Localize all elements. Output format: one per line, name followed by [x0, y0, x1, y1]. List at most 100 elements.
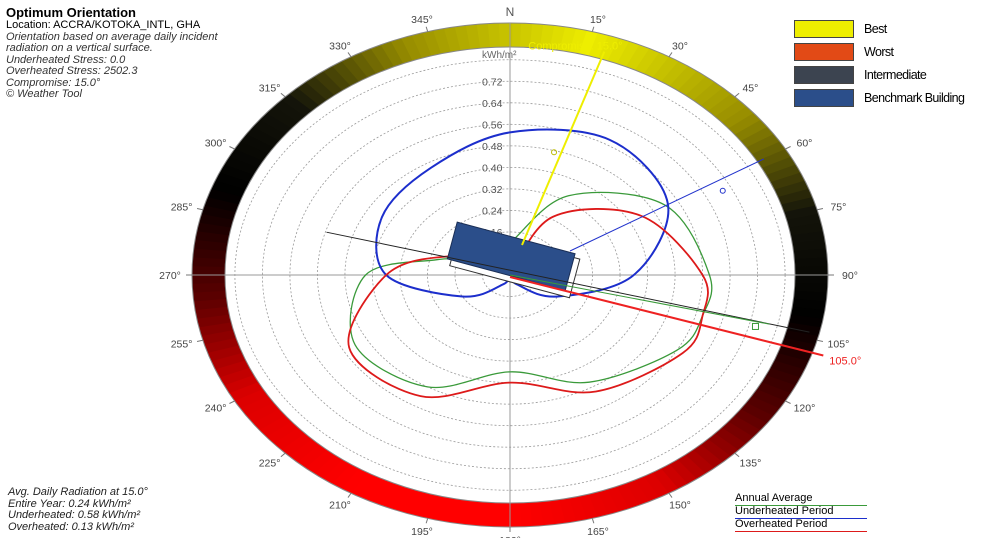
- angle-tick-mark: [817, 339, 824, 343]
- ring-segment: [496, 502, 510, 527]
- ring-segment: [303, 448, 335, 474]
- ring-segment: [218, 366, 254, 386]
- angle-tick-mark: [280, 452, 286, 458]
- ring-segment: [746, 134, 781, 156]
- ring-segment: [780, 337, 816, 355]
- angle-tick-mark: [196, 207, 203, 211]
- angle-tick-mark: [347, 52, 352, 58]
- ring-segment: [783, 330, 819, 347]
- location-text: Location: ACCRA/KOTOKA_INTL, GHA: [6, 19, 201, 31]
- angle-tick-label: 210°: [329, 499, 351, 511]
- angle-tick-mark: [734, 452, 740, 458]
- ring-segment: [733, 409, 768, 432]
- ring-segment: [650, 468, 679, 495]
- angle-tick-label: 120°: [794, 403, 816, 415]
- annual-direction-line: [509, 274, 770, 325]
- ring-segment: [777, 345, 813, 363]
- ring-segment: [358, 475, 386, 502]
- ring-segment: [755, 382, 791, 403]
- ring-segment: [332, 60, 361, 86]
- ring-segment: [240, 132, 275, 155]
- ring-segment: [659, 464, 688, 490]
- angle-tick-label: 330°: [329, 41, 351, 53]
- ring-segment: [264, 420, 299, 444]
- chart-title: Optimum Orientation: [6, 5, 136, 20]
- angle-tick-label: 75°: [830, 201, 846, 213]
- ring-segment: [624, 479, 650, 506]
- legend-label-intermediate: Intermediate: [864, 68, 927, 82]
- ring-segment: [206, 343, 243, 362]
- ring-segment: [793, 248, 828, 261]
- ring-segment: [588, 32, 611, 59]
- ring-segment: [203, 336, 239, 353]
- ring-segment: [233, 387, 269, 409]
- legend-label-benchmark: Benchmark Building: [864, 91, 965, 105]
- angle-tick-mark: [425, 518, 429, 524]
- ring-segment: [683, 449, 715, 475]
- ring-segment: [368, 479, 395, 506]
- angle-tick-mark: [229, 146, 235, 150]
- ring-segment: [770, 172, 806, 192]
- ring-segment: [794, 266, 828, 277]
- radial-tick-label: 0.32: [482, 184, 503, 196]
- ring-segment: [685, 76, 717, 102]
- overheated-text: Overheated: 0.13 kWh/m²: [8, 520, 134, 533]
- ring-segment: [706, 433, 739, 458]
- ring-segment: [245, 401, 280, 424]
- ring-segment: [211, 178, 247, 198]
- ring-segment: [229, 147, 265, 168]
- ring-segment: [745, 395, 780, 418]
- ring-segment: [251, 407, 286, 431]
- ring-segment: [586, 491, 609, 518]
- radial-tick-label: 0.72: [482, 76, 503, 88]
- ring-segment: [246, 125, 281, 148]
- ring-segment: [390, 37, 415, 64]
- ring-segment: [783, 205, 820, 222]
- ring-segment: [420, 493, 442, 520]
- ring-segment: [774, 180, 810, 199]
- ring-segment: [728, 113, 762, 136]
- angle-tick-mark: [196, 339, 203, 343]
- ring-segment: [192, 273, 226, 284]
- overheated-stress-text: Overheated Stress: 2502.3: [6, 65, 138, 77]
- angle-tick-label: 15°: [590, 14, 606, 26]
- ring-segment: [699, 439, 731, 464]
- ring-segment: [559, 26, 579, 53]
- ring-segment: [339, 467, 368, 494]
- ring-segment: [196, 220, 232, 236]
- ring-segment: [643, 52, 671, 79]
- legend-label-best: Best: [864, 22, 887, 36]
- north-label: N: [506, 5, 515, 19]
- ring-segment: [634, 48, 662, 75]
- ring-segment: [777, 188, 814, 207]
- ring-segment: [691, 444, 723, 470]
- benchmark-building: [446, 221, 581, 299]
- ring-segment: [273, 98, 307, 123]
- radial-tick-label: 0.48: [482, 141, 503, 153]
- ring-segment: [652, 56, 681, 83]
- ring-segment: [794, 275, 828, 286]
- angle-tick-label: 255°: [171, 339, 193, 351]
- ring-segment: [234, 139, 270, 161]
- credit-text: © Weather Tool: [6, 88, 82, 100]
- angle-tick-mark: [668, 52, 673, 58]
- ring-segment: [330, 463, 359, 489]
- ring-segment: [239, 394, 274, 416]
- ring-segment: [766, 164, 802, 184]
- angle-tick-label: 105°: [828, 339, 850, 351]
- legend-swatch-worst: [794, 43, 854, 61]
- ring-segment: [378, 482, 404, 509]
- ring-segment: [734, 119, 769, 143]
- series-legend-overheated-label: Overheated Period: [735, 518, 867, 532]
- ring-segment: [192, 289, 227, 302]
- angle-tick-label: 45°: [742, 83, 758, 95]
- ring-segment: [507, 502, 522, 527]
- ring-segment: [700, 87, 733, 113]
- ring-segment: [223, 373, 259, 394]
- angle-tick-mark: [229, 400, 235, 404]
- ring-segment: [266, 105, 300, 129]
- ring-segment: [228, 380, 264, 401]
- ring-segment: [204, 195, 240, 213]
- ring-segment: [607, 38, 632, 65]
- ring-segment: [761, 156, 797, 177]
